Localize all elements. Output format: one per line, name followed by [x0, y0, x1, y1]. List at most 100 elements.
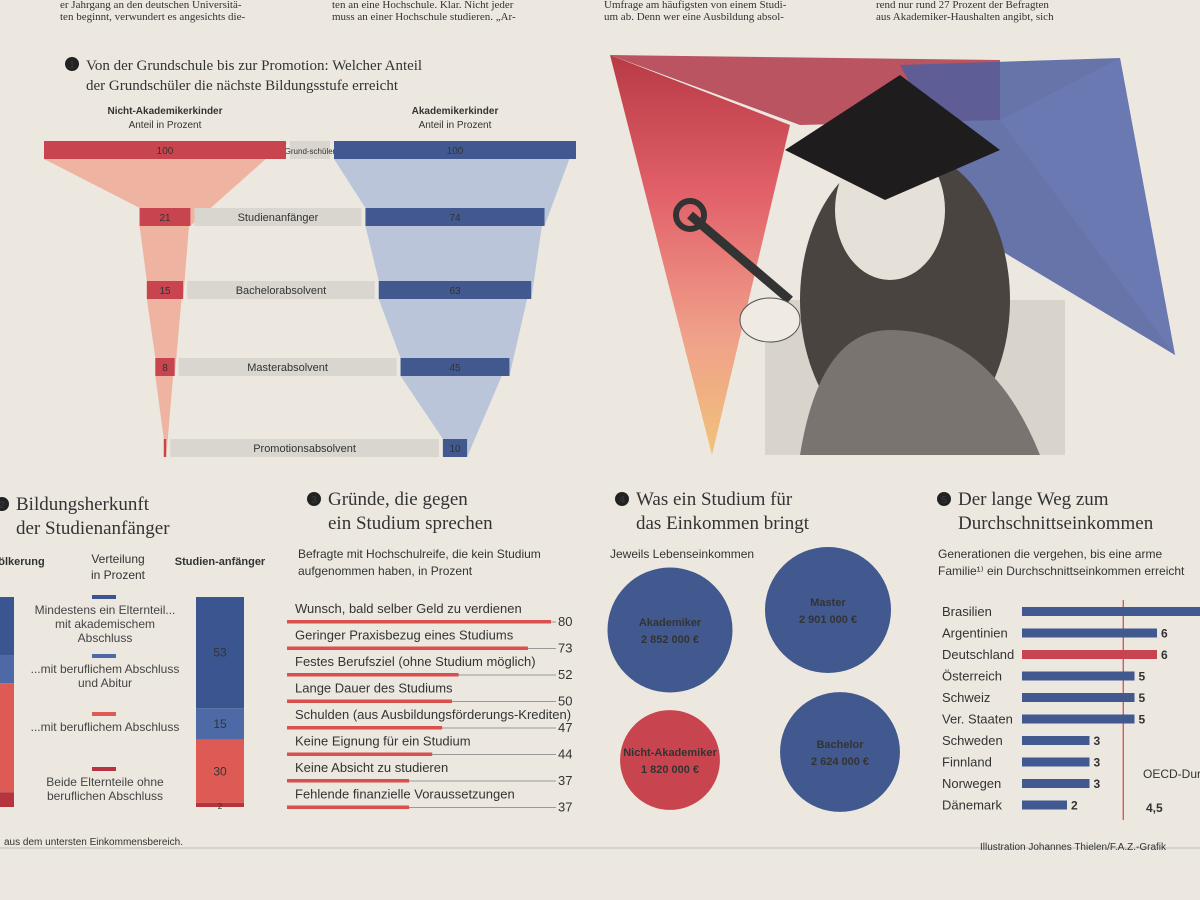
value-label: 80 — [558, 614, 572, 629]
value-label: 5 — [1139, 670, 1146, 684]
chart-number: 4 — [619, 495, 625, 506]
value-label: 100 — [157, 146, 174, 157]
chart-title: Von der Grundschule bis zur Promotion: W… — [86, 58, 422, 74]
category-label: Österreich — [942, 669, 1002, 684]
number-badge — [615, 492, 629, 506]
series-name: Nicht-Akademikerkinder — [107, 106, 222, 117]
column-text: Umfrage am häufigsten von einem Studi- — [604, 0, 787, 11]
bar — [1022, 779, 1090, 788]
bar — [44, 141, 286, 159]
series-subtitle: Anteil in Prozent — [129, 120, 202, 131]
bubble — [607, 567, 733, 693]
series-name: Akademikerkinder — [412, 106, 499, 117]
column-text: aus Akademiker-Haushalten angibt, sich — [876, 11, 1054, 23]
bar — [287, 699, 452, 703]
category-label: Schweden — [942, 733, 1003, 748]
category-label: Wunsch, bald selber Geld zu verdienen — [295, 601, 522, 616]
value-label: 37 — [558, 800, 572, 815]
category-label: Keine Eignung für ein Studium — [295, 734, 471, 749]
value-label: 44 — [558, 747, 572, 762]
value-label: 5 — [1139, 713, 1146, 727]
subtitle: Befragte mit Hochschulreife, die kein St… — [298, 547, 541, 561]
bar — [1022, 800, 1067, 810]
category-label: Argentinien — [942, 626, 1008, 641]
category-label: Brasilien — [942, 604, 992, 619]
value-label: 3 — [1094, 756, 1101, 770]
chart-title: Der lange Weg zum — [958, 489, 1109, 510]
bar — [287, 779, 410, 783]
value-label: 1 820 000 € — [641, 764, 699, 776]
bar-segment — [196, 739, 244, 803]
category-label: Grund-schüler — [285, 147, 336, 156]
bar-segment — [0, 683, 14, 793]
number-badge — [65, 57, 79, 71]
value-label: 21 — [159, 213, 171, 224]
value-label: 45 — [449, 363, 461, 374]
bar — [287, 726, 443, 730]
value-label: 5 — [1139, 691, 1146, 705]
subtitle: Verteilung — [91, 552, 144, 566]
bubble-label: Bachelor — [816, 739, 864, 751]
category-label: Schweiz — [942, 690, 990, 705]
column-text: ten beginnt, verwundert es angesichts di… — [60, 11, 245, 23]
chart-title: ein Studium sprechen — [328, 513, 493, 534]
illustration — [610, 55, 1175, 455]
bar — [146, 281, 184, 299]
category-band — [194, 208, 362, 226]
bar — [287, 752, 433, 756]
column-text: er Jahrgang an den deutschen Universitä- — [60, 0, 242, 11]
bar — [1022, 650, 1157, 659]
value-label: 2 — [218, 802, 223, 811]
bar — [287, 646, 528, 650]
value-label: 8 — [162, 363, 168, 374]
bar — [1022, 693, 1135, 702]
category-label: Dänemark — [942, 798, 1002, 813]
value-label: 10 — [449, 444, 461, 455]
series-subtitle: Anteil in Prozent — [419, 120, 492, 131]
column-text: ten an eine Hochschule. Klar. Nicht jede… — [332, 0, 514, 11]
value-label: 74 — [449, 213, 461, 224]
bar — [1022, 714, 1135, 724]
value-label: 3 — [1094, 734, 1101, 748]
bar — [1022, 757, 1090, 767]
subtitle: Jeweils Lebenseinkommen — [610, 547, 754, 561]
category-label: Studien-anfänger — [175, 556, 266, 568]
legend-swatch — [92, 595, 116, 599]
number-badge — [307, 492, 321, 506]
value-label: 37 — [558, 773, 572, 788]
bar — [163, 439, 167, 457]
column-text: rend nur rund 27 Prozent der Befragten — [876, 0, 1049, 11]
footnote: aus dem untersten Einkommensbereich. — [4, 837, 183, 848]
value-label: 73 — [558, 641, 572, 656]
value-label: 15 — [213, 717, 227, 731]
value-label: 6 — [1161, 627, 1168, 641]
value-label: 50 — [558, 694, 572, 709]
reference-name: OECD-Durchschnitt — [1143, 767, 1200, 781]
subtitle: aufgenommen haben, in Prozent — [298, 564, 473, 578]
bubble — [764, 546, 892, 674]
category-label: Norwegen — [942, 776, 1001, 791]
bar-segment — [196, 802, 244, 807]
category-label: Masterabsolvent — [247, 362, 328, 374]
bar-segment — [0, 792, 14, 807]
bar — [139, 208, 191, 226]
category-label: Ver. Staaten — [942, 712, 1013, 727]
bar — [1022, 607, 1200, 616]
legend-label: ...mit beruflichem Abschluss — [30, 720, 180, 734]
value-label: 100 — [447, 146, 464, 157]
category-label: Festes Berufsziel (ohne Studium möglich) — [295, 654, 536, 669]
bar — [365, 208, 545, 226]
legend-label: Beide Elternteile ohne beruflichen Absch… — [46, 775, 164, 803]
category-label: Lange Dauer des Studiums — [295, 681, 453, 696]
legend-swatch — [92, 712, 116, 716]
value-label: 53 — [213, 646, 227, 660]
bar — [287, 620, 551, 624]
chart-title: der Studienanfänger — [16, 518, 170, 539]
chart-number: 2 — [0, 500, 5, 511]
chart-number: 1 — [69, 60, 75, 71]
chart-title: der Grundschüler die nächste Bildungsstu… — [86, 78, 399, 94]
category-band — [290, 141, 330, 159]
number-badge — [937, 492, 951, 506]
legend-swatch — [92, 654, 116, 658]
